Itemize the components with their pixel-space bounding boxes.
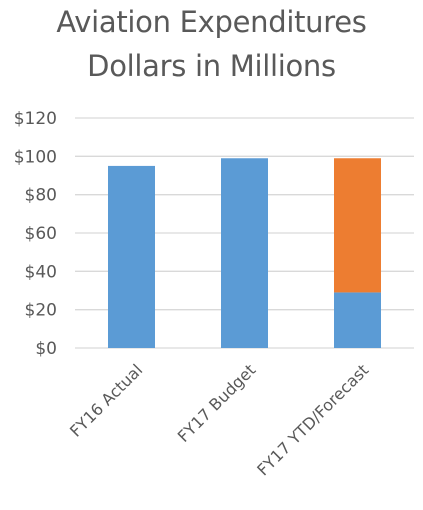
y-tick-label: $60 xyxy=(25,224,57,244)
bar-segment xyxy=(108,165,155,348)
y-tick-label: $100 xyxy=(14,147,57,167)
y-tick-label: $120 xyxy=(14,109,57,129)
y-tick-label: $0 xyxy=(35,339,57,359)
bar-segment xyxy=(334,292,381,348)
y-tick-label: $40 xyxy=(25,262,57,282)
bar-segment xyxy=(334,158,381,293)
y-tick-label: $80 xyxy=(25,186,57,206)
category-label: FY16 Actual xyxy=(66,360,146,440)
category-label: FY17 Budget xyxy=(174,360,260,446)
y-tick-label: $20 xyxy=(25,301,57,321)
category-label: FY17 YTD/Forecast xyxy=(253,360,372,479)
chart-title-line-1: Aviation Expenditures xyxy=(56,5,367,39)
bar-segment xyxy=(221,158,268,348)
chart-title-line-2: Dollars in Millions xyxy=(87,49,336,83)
